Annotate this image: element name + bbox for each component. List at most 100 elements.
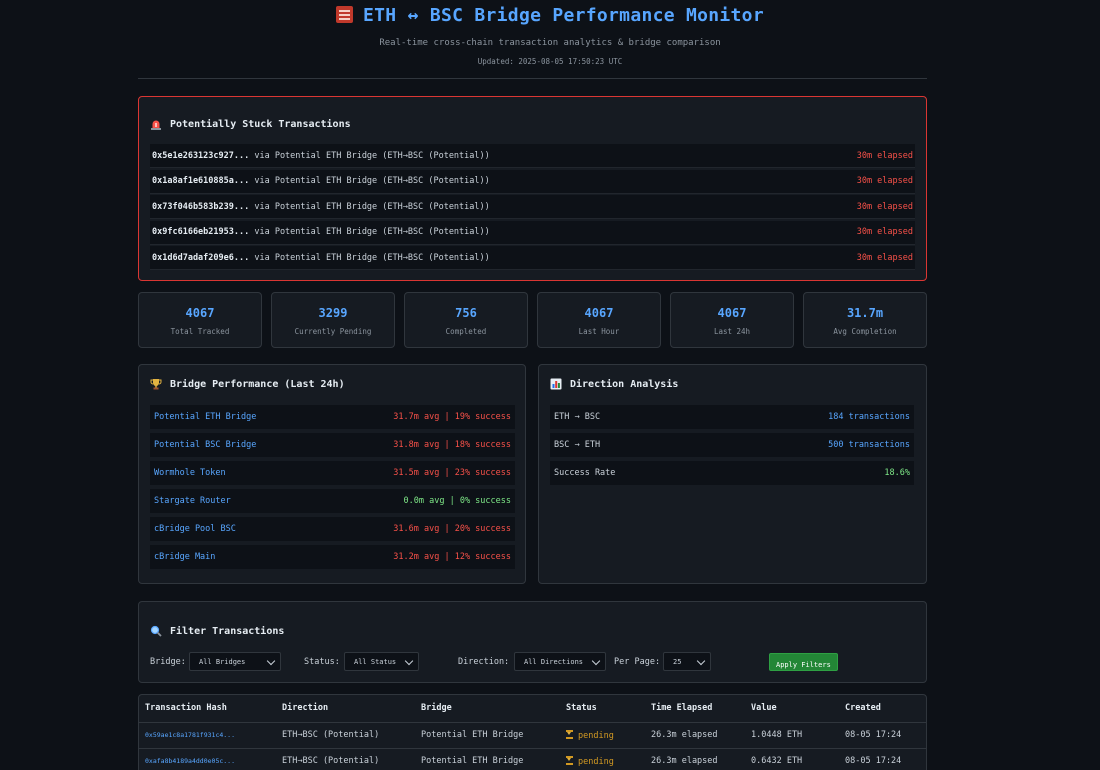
stat-card-completed: 756 Completed — [404, 292, 528, 348]
stuck-row[interactable]: 0x9fc6166eb21953... via Potential ETH Br… — [150, 220, 915, 245]
stuck-row-info: 0x73f046b583b239... via Potential ETH Br… — [152, 202, 490, 212]
tx-status: pending — [560, 748, 645, 770]
stuck-row[interactable]: 0x5e1e263123c927... via Potential ETH Br… — [150, 144, 915, 168]
table-row[interactable]: 0xafa8b4189a4dd0e05c... ETH→BSC (Potenti… — [139, 748, 926, 770]
bridge-row: Potential BSC Bridge 31.8m avg | 18% suc… — [150, 433, 515, 457]
stat-card-total-tracked: 4067 Total Tracked — [138, 292, 262, 348]
bridge-name: cBridge Pool BSC — [154, 524, 236, 534]
bridge-performance-list: Potential ETH Bridge 31.7m avg | 19% suc… — [150, 405, 515, 573]
bridge-filter-value: All Bridges — [199, 658, 246, 666]
column-header-value[interactable]: Value — [745, 695, 839, 723]
table-header-row: Transaction Hash Direction Bridge Status… — [139, 695, 926, 723]
bridge-performance-panel: Bridge Performance (Last 24h) Potential … — [138, 364, 526, 584]
stuck-hash: 0x1d6d7adaf209e6... — [152, 252, 250, 263]
bridge-row: Stargate Router 0.0m avg | 0% success — [150, 489, 515, 513]
trophy-icon — [150, 379, 162, 390]
direction-name: BSC → ETH — [554, 440, 601, 450]
direction-name: ETH → BSC — [554, 412, 601, 422]
success-rate-row: Success Rate 18.6% — [550, 461, 914, 485]
stuck-row-info: 0x9fc6166eb21953... via Potential ETH Br… — [152, 227, 490, 237]
bridge-name: Stargate Router — [154, 496, 231, 506]
bar-chart-icon — [550, 378, 562, 390]
tx-bridge: Potential ETH Bridge — [415, 722, 560, 749]
page-header: ETH ↔ BSC Bridge Performance Monitor Rea… — [0, 0, 1100, 66]
status-filter-label: Status: — [304, 657, 340, 667]
bridge-name: cBridge Main — [154, 552, 216, 562]
stuck-hash: 0x73f046b583b239... — [152, 201, 250, 212]
tx-bridge: Potential ETH Bridge — [415, 748, 560, 770]
direction-analysis-title-text: Direction Analysis — [570, 378, 679, 390]
tx-created: 08-05 17:24 — [839, 722, 926, 749]
stuck-via: via Potential ETH Bridge (ETH→BSC (Poten… — [249, 201, 490, 212]
stuck-row-info: 0x1d6d7adaf209e6... via Potential ETH Br… — [152, 253, 490, 263]
bridge-row: Wormhole Token 31.5m avg | 23% success — [150, 461, 515, 485]
bridge-metric: 31.8m avg | 18% success — [393, 440, 511, 450]
search-icon — [150, 625, 162, 637]
direction-filter-select[interactable]: All Directions — [514, 652, 606, 671]
stuck-row-info: 0x1a8af1e610885a... via Potential ETH Br… — [152, 176, 490, 186]
stuck-row[interactable]: 0x73f046b583b239... via Potential ETH Br… — [150, 195, 915, 219]
column-header-time-elapsed[interactable]: Time Elapsed — [645, 695, 745, 723]
column-header-bridge[interactable]: Bridge — [415, 695, 560, 723]
apply-filters-button[interactable]: Apply Filters — [769, 653, 838, 671]
stuck-hash: 0x1a8af1e610885a... — [152, 176, 250, 186]
direction-filter-label: Direction: — [458, 657, 510, 667]
stat-card-last-24h: 4067 Last 24h — [670, 292, 794, 348]
stat-value: 4067 — [185, 306, 215, 320]
stuck-elapsed: 30m elapsed — [856, 176, 913, 186]
direction-filter-value: All Directions — [524, 658, 584, 666]
page-title: ETH ↔ BSC Bridge Performance Monitor — [0, 4, 1100, 28]
updated-timestamp: Updated: 2025-08-05 17:50:23 UTC — [477, 57, 623, 66]
stuck-hash: 0x5e1e263123c927... — [152, 150, 250, 161]
success-rate-value: 18.6% — [884, 468, 910, 478]
siren-icon — [151, 120, 161, 130]
bridge-filter-label: Bridge: — [150, 657, 186, 667]
tx-status-text: pending — [578, 730, 614, 741]
tx-hash-link[interactable]: 0x59ae1c8a1781f931c4... — [139, 722, 276, 749]
hourglass-icon — [566, 755, 573, 765]
direction-analysis-panel: Direction Analysis ETH → BSC 184 transac… — [538, 364, 927, 584]
tx-hash-link[interactable]: 0xafa8b4189a4dd0e05c... — [139, 748, 276, 770]
stat-label: Currently Pending — [294, 327, 372, 336]
bridge-metric: 0.0m avg | 0% success — [403, 496, 511, 506]
success-rate-label: Success Rate — [554, 468, 616, 478]
bridge-filter-select[interactable]: All Bridges — [189, 652, 281, 671]
per-page-label: Per Page: — [614, 657, 661, 667]
filter-panel-title: Filter Transactions — [150, 625, 284, 637]
column-header-status[interactable]: Status — [560, 695, 645, 723]
stuck-row[interactable]: 0x1d6d7adaf209e6... via Potential ETH Br… — [150, 246, 915, 270]
stat-label: Last Hour — [578, 327, 620, 336]
transactions-table: Transaction Hash Direction Bridge Status… — [138, 694, 927, 770]
hourglass-icon — [566, 729, 573, 739]
bridge-metric: 31.2m avg | 12% success — [393, 552, 511, 562]
stat-label: Total Tracked — [170, 327, 230, 336]
bridge-name: Potential ETH Bridge — [154, 412, 257, 422]
bridge-metric: 31.5m avg | 23% success — [393, 468, 511, 478]
bridge-name: Wormhole Token — [154, 468, 226, 478]
chevron-down-icon — [266, 656, 276, 666]
tx-status-text: pending — [578, 756, 614, 767]
bridge-metric: 31.6m avg | 20% success — [393, 524, 511, 534]
tx-elapsed: 26.3m elapsed — [645, 722, 745, 749]
stat-card-avg-completion: 31.7m Avg Completion — [803, 292, 927, 348]
stat-value: 4067 — [717, 306, 747, 320]
status-filter-value: All Status — [354, 658, 397, 666]
status-filter-select[interactable]: All Status — [344, 652, 419, 671]
per-page-select[interactable]: 25 — [663, 652, 711, 671]
column-header-created[interactable]: Created — [839, 695, 926, 723]
stuck-row[interactable]: 0x1a8af1e610885a... via Potential ETH Br… — [150, 169, 915, 194]
stuck-list: 0x5e1e263123c927... via Potential ETH Br… — [150, 144, 915, 272]
filter-controls: Bridge: All Bridges Status: All Status D… — [150, 652, 915, 672]
column-header-direction[interactable]: Direction — [276, 695, 415, 723]
stuck-row-info: 0x5e1e263123c927... via Potential ETH Br… — [152, 151, 490, 161]
chevron-down-icon — [404, 656, 414, 666]
direction-row: ETH → BSC 184 transactions — [550, 405, 914, 429]
stuck-elapsed: 30m elapsed — [856, 150, 913, 161]
table-row[interactable]: 0x59ae1c8a1781f931c4... ETH→BSC (Potenti… — [139, 722, 926, 749]
direction-count: 184 transactions — [828, 412, 910, 422]
bridge-row: cBridge Main 31.2m avg | 12% success — [150, 545, 515, 569]
bridge-performance-title-text: Bridge Performance (Last 24h) — [170, 378, 345, 390]
stat-value: 3299 — [318, 306, 348, 320]
column-header-hash[interactable]: Transaction Hash — [139, 695, 276, 723]
stuck-hash: 0x9fc6166eb21953... — [152, 227, 250, 237]
